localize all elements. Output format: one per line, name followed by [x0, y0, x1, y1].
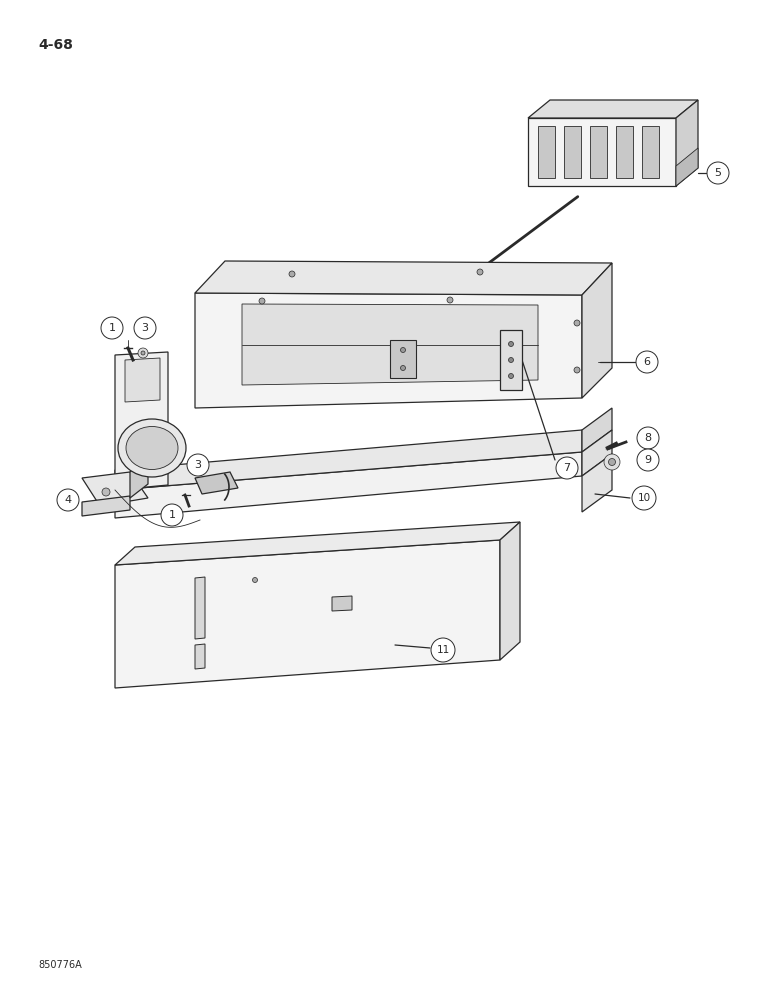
Text: 3: 3 — [194, 460, 201, 470]
Circle shape — [400, 348, 406, 353]
Circle shape — [637, 449, 659, 471]
Text: 4-68: 4-68 — [38, 38, 73, 52]
Polygon shape — [115, 540, 500, 688]
Polygon shape — [195, 261, 612, 295]
Polygon shape — [676, 100, 698, 186]
Circle shape — [509, 342, 513, 347]
Circle shape — [556, 457, 578, 479]
Circle shape — [509, 358, 513, 362]
Polygon shape — [582, 263, 612, 398]
Circle shape — [101, 317, 123, 339]
Polygon shape — [195, 472, 238, 494]
Text: 1: 1 — [108, 323, 115, 333]
Polygon shape — [130, 458, 148, 498]
Polygon shape — [528, 118, 676, 186]
Text: 7: 7 — [563, 463, 570, 473]
Text: 6: 6 — [644, 357, 651, 367]
Polygon shape — [115, 522, 520, 565]
Circle shape — [57, 489, 79, 511]
Circle shape — [608, 458, 615, 466]
Circle shape — [477, 269, 483, 275]
Circle shape — [207, 484, 214, 490]
Polygon shape — [528, 100, 698, 118]
Polygon shape — [195, 293, 582, 408]
Polygon shape — [82, 472, 148, 506]
Circle shape — [102, 488, 110, 496]
Text: 3: 3 — [141, 323, 148, 333]
Circle shape — [636, 351, 658, 373]
Ellipse shape — [118, 419, 186, 477]
Polygon shape — [195, 644, 205, 669]
Circle shape — [134, 317, 156, 339]
Polygon shape — [125, 358, 160, 402]
Text: 11: 11 — [436, 645, 449, 655]
Polygon shape — [676, 148, 698, 186]
Circle shape — [637, 427, 659, 449]
Circle shape — [138, 348, 148, 358]
Polygon shape — [390, 340, 416, 378]
Text: 850776A: 850776A — [38, 960, 82, 970]
Polygon shape — [332, 596, 352, 611]
Polygon shape — [616, 126, 633, 178]
Polygon shape — [115, 452, 582, 518]
Polygon shape — [500, 330, 522, 390]
Circle shape — [632, 486, 656, 510]
Circle shape — [253, 578, 257, 582]
Circle shape — [187, 454, 209, 476]
Circle shape — [574, 320, 580, 326]
Circle shape — [259, 298, 265, 304]
Text: 1: 1 — [168, 510, 176, 520]
Text: 9: 9 — [644, 455, 651, 465]
Circle shape — [707, 162, 729, 184]
Polygon shape — [582, 454, 612, 512]
Polygon shape — [582, 430, 612, 476]
Polygon shape — [115, 430, 582, 490]
Text: 10: 10 — [637, 493, 651, 503]
Circle shape — [604, 454, 620, 470]
Polygon shape — [195, 577, 205, 639]
Polygon shape — [500, 522, 520, 660]
Text: 4: 4 — [65, 495, 72, 505]
Circle shape — [509, 373, 513, 378]
Polygon shape — [582, 408, 612, 452]
Polygon shape — [82, 496, 130, 516]
Text: 8: 8 — [644, 433, 651, 443]
Polygon shape — [242, 304, 538, 385]
Circle shape — [400, 365, 406, 370]
Polygon shape — [115, 352, 168, 490]
Polygon shape — [538, 126, 555, 178]
Ellipse shape — [126, 426, 178, 470]
Polygon shape — [642, 126, 659, 178]
Polygon shape — [590, 126, 607, 178]
Text: 5: 5 — [714, 168, 722, 178]
Circle shape — [447, 297, 453, 303]
Circle shape — [141, 351, 145, 355]
Polygon shape — [564, 126, 581, 178]
Circle shape — [289, 271, 295, 277]
Circle shape — [161, 504, 183, 526]
Circle shape — [431, 638, 455, 662]
Circle shape — [574, 367, 580, 373]
